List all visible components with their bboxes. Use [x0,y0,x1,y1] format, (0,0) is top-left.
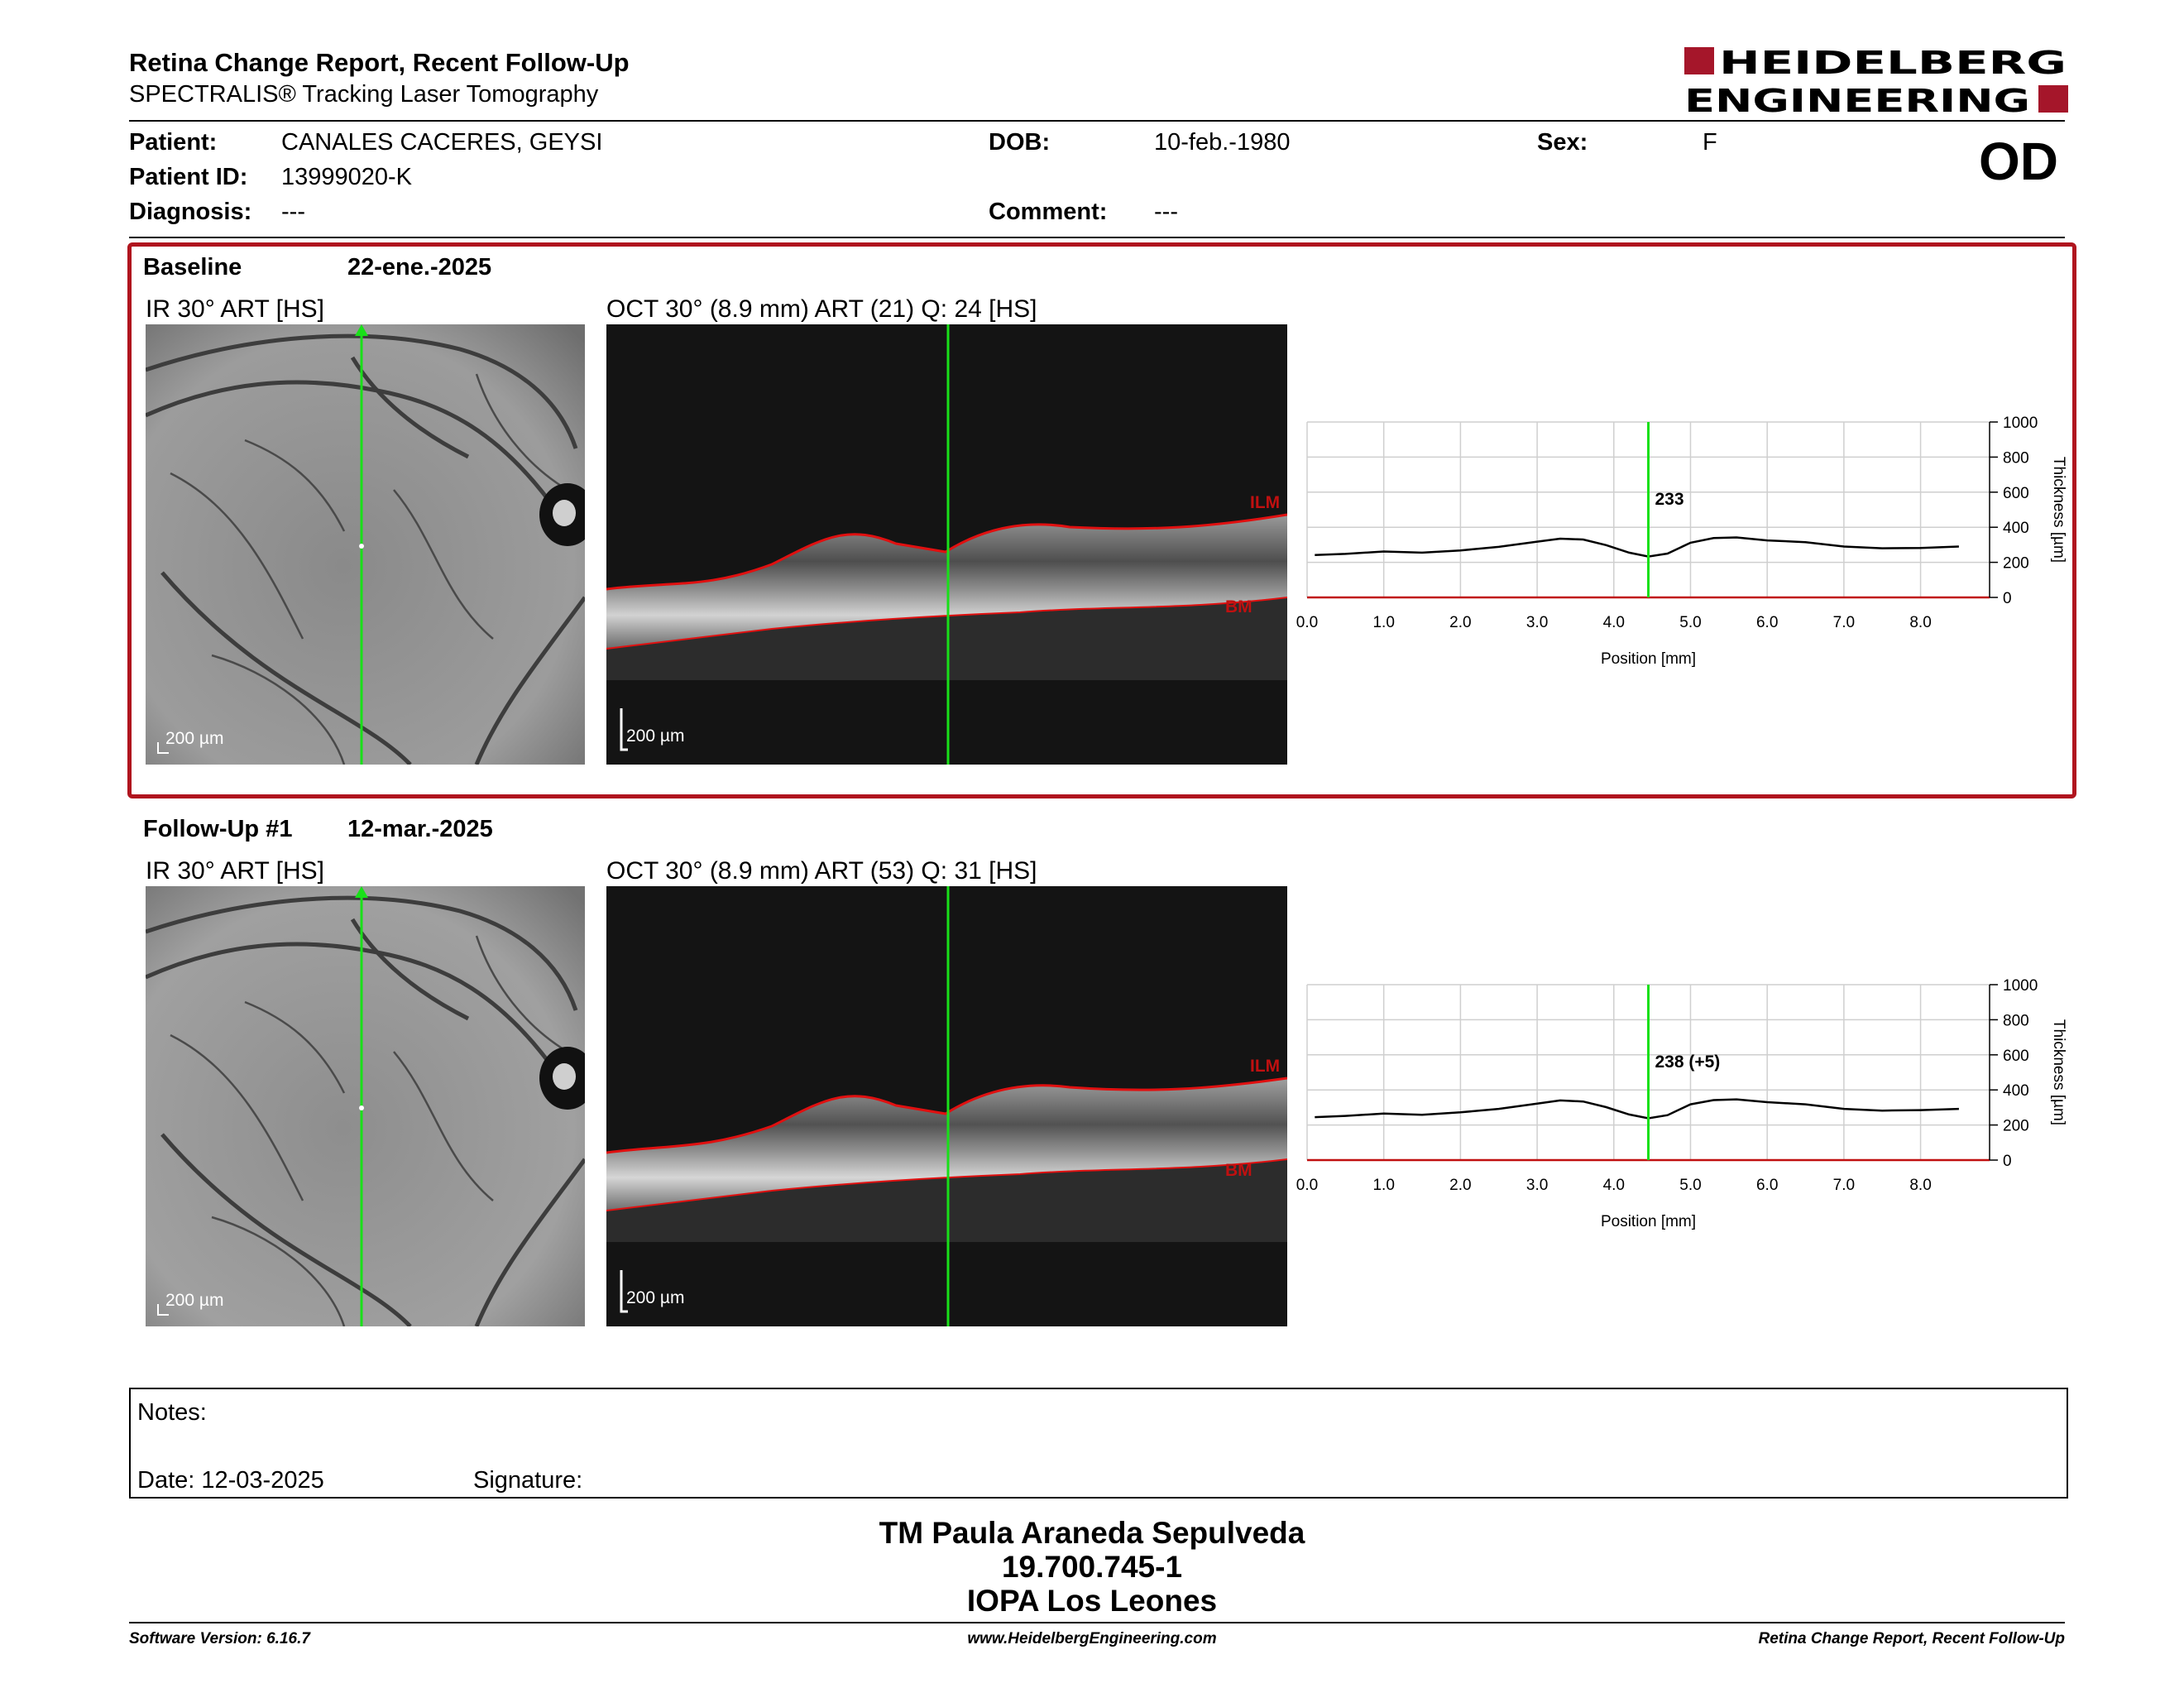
followup-ir-label: IR 30° ART [HS] [146,857,324,885]
x-tick-label: 3.0 [1526,1177,1548,1194]
y-tick-label: 1000 [2003,415,2038,432]
x-tick-label: 4.0 [1603,614,1625,631]
patient-label: Patient: [129,129,218,156]
notes-label: Notes: [137,1399,207,1426]
footer-report-name: Retina Change Report, Recent Follow-Up [1758,1630,2065,1647]
marker-value-label: 233 [1655,490,1684,509]
baseline-oct-image: ILM BM 200 µm [606,324,1287,765]
baseline-ir-scale: 200 µm [165,729,224,748]
baseline-bm-label: BM [1225,597,1252,616]
footer-rule [129,1622,2065,1623]
y-tick-label: 1000 [2003,977,2038,995]
y-axis-label: Thickness [µm] [2050,1019,2067,1125]
followup-ir-image: 200 µm [146,886,585,1326]
sex-value: F [1703,129,1717,156]
x-axis-label: Position [mm] [1601,1213,1696,1230]
y-tick-label: 600 [2003,1048,2029,1065]
x-tick-label: 1.0 [1372,1177,1394,1194]
x-axis-label: Position [mm] [1601,650,1696,668]
y-axis-label: Thickness [µm] [2050,457,2067,563]
y-tick-label: 0 [2003,1153,2012,1170]
baseline-section-frame [127,242,2076,798]
followup-ilm-label: ILM [1250,1057,1280,1076]
thickness-series-line [1315,536,1959,558]
signature-label: Signature: [473,1467,583,1494]
patient-id-label: Patient ID: [129,164,248,190]
followup-oct-scale: 200 µm [626,1288,685,1307]
diagnosis-label: Diagnosis: [129,199,252,225]
baseline-ilm-label: ILM [1250,493,1280,512]
logo-line2: ENGINEERING [1684,83,2030,116]
y-tick-label: 200 [2003,1118,2029,1135]
y-tick-label: 800 [2003,1012,2029,1029]
x-tick-label: 1.0 [1372,614,1394,631]
x-tick-label: 7.0 [1833,614,1855,631]
y-tick-label: 800 [2003,449,2029,467]
heidelberg-logo: HEIDELBERG ENGINEERING [1684,46,2068,116]
patient-id: 13999020-K [281,164,413,190]
x-tick-label: 6.0 [1756,614,1778,631]
followup-ir-scale: 200 µm [165,1291,224,1310]
y-tick-label: 400 [2003,520,2029,537]
comment-value: --- [1154,199,1178,225]
x-tick-label: 8.0 [1909,1177,1931,1194]
baseline-oct-scale: 200 µm [626,727,685,746]
notes-box: Notes: Date: 12-03-2025 Signature: [129,1388,2068,1499]
report-title: Retina Change Report, Recent Follow-Up [129,48,630,77]
x-tick-label: 8.0 [1909,614,1931,631]
signoff-name: TM Paula Araneda Sepulveda [879,1516,1305,1550]
x-tick-label: 0.0 [1296,1177,1318,1194]
logo-line1: HEIDELBERG [1719,46,2067,81]
x-tick-label: 7.0 [1833,1177,1855,1194]
patient-name: CANALES CACERES, GEYSI [281,129,603,156]
eye-indicator: OD [1979,132,2058,191]
report-subtitle: SPECTRALIS® Tracking Laser Tomography [129,81,599,108]
x-tick-label: 3.0 [1526,614,1548,631]
baseline-ir-image: 200 µm [146,324,585,765]
y-tick-label: 200 [2003,555,2029,573]
baseline-oct-label: OCT 30° (8.9 mm) ART (21) Q: 24 [HS] [606,295,1037,323]
thickness-series-line [1315,1098,1959,1120]
followup-oct-image: ILM BM 200 µm [606,886,1287,1326]
followup-thickness-chart: 0.0 1.0 2.0 3.0 4.0 5.0 6.0 7.0 8.0 0 200 400 600 800… [1296,977,2067,1230]
followup-oct-label: OCT 30° (8.9 mm) ART (53) Q: 31 [HS] [606,857,1037,885]
x-tick-label: 5.0 [1679,1177,1701,1194]
baseline-ir-label: IR 30° ART [HS] [146,295,324,323]
x-tick-label: 0.0 [1296,614,1318,631]
header-rule [129,120,2065,122]
followup-bm-label: BM [1225,1161,1252,1180]
footer-version: Software Version: 6.16.7 [129,1630,310,1647]
followup-date: 12-mar.-2025 [347,816,493,842]
marker-value-label: 238 (+5) [1655,1053,1721,1072]
footer-url[interactable]: www.HeidelbergEngineering.com [967,1630,1217,1647]
comment-label: Comment: [989,199,1108,225]
followup-label: Follow-Up #1 [143,816,293,842]
x-tick-label: 2.0 [1449,614,1471,631]
baseline-thickness-chart: 0.0 1.0 2.0 3.0 4.0 5.0 6.0 7.0 8.0 0 200 400 600 800… [1296,415,2067,668]
x-tick-label: 4.0 [1603,1177,1625,1194]
y-tick-label: 600 [2003,485,2029,502]
sex-label: Sex: [1537,129,1588,156]
dob-value: 10-feb.-1980 [1154,129,1291,156]
x-tick-label: 5.0 [1679,614,1701,631]
x-tick-label: 2.0 [1449,1177,1471,1194]
dob-label: DOB: [989,129,1051,156]
baseline-date: 22-ene.-2025 [347,254,492,281]
diagnosis-value: --- [281,199,305,225]
notes-date: Date: 12-03-2025 [137,1467,324,1494]
y-tick-label: 0 [2003,590,2012,607]
y-tick-label: 400 [2003,1082,2029,1100]
signoff-rut: 19.700.745-1 [1001,1550,1183,1584]
baseline-label: Baseline [143,254,242,281]
signoff-org: IOPA Los Leones [966,1584,1218,1618]
patient-rule [129,237,2065,238]
x-tick-label: 6.0 [1756,1177,1778,1194]
